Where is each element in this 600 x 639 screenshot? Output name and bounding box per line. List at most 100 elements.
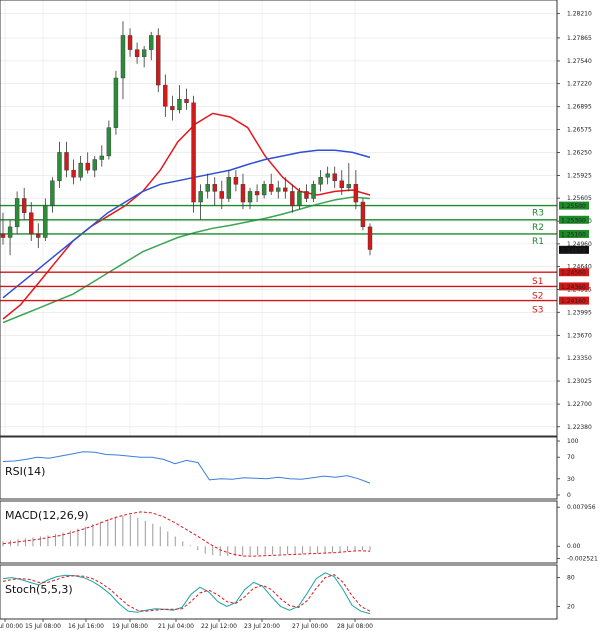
- price-tick-label: 1.27220: [567, 81, 592, 88]
- last-price-value: 1.24876: [561, 247, 586, 254]
- macd-signal-line: [2, 511, 371, 557]
- bullish-candle: [14, 198, 20, 228]
- time-tick-label: 15 Jul 08:00: [25, 623, 61, 630]
- rsi-tick-label: 30: [567, 476, 575, 483]
- bullish-candle: [325, 173, 330, 178]
- pivot-level-lines: [0, 204, 557, 302]
- bearish-candle: [85, 162, 90, 171]
- price-tick-label: 1.23670: [567, 332, 592, 339]
- stoch-panel-border: [0, 564, 558, 620]
- bullish-candle: [99, 155, 105, 160]
- price-panel-border: [0, 0, 558, 437]
- candlesticks: [0, 21, 373, 256]
- bearish-candle: [212, 184, 217, 192]
- stoch-k-line: [2, 572, 371, 615]
- moving-average-line: [2, 149, 371, 299]
- level-price-tag: [559, 229, 589, 238]
- bullish-candle: [318, 177, 323, 185]
- price-tick-label: 1.27540: [567, 58, 592, 65]
- bullish-candle: [50, 180, 55, 206]
- bearish-candle: [191, 102, 196, 203]
- moving-average-line: [2, 196, 371, 324]
- price-panel: 1.28210 1.27865 1.27540 1.27220 1.26895 1.265…: [0, 0, 592, 437]
- macd-label: MACD(12,26,9): [5, 509, 89, 522]
- bullish-candle: [177, 99, 182, 111]
- bullish-candle: [106, 127, 112, 157]
- bearish-candle: [240, 184, 246, 203]
- bullish-candle: [276, 187, 281, 192]
- bullish-candle: [120, 35, 126, 79]
- price-tick-label: 1.25925: [567, 172, 592, 179]
- price-tick-label: 1.28210: [567, 10, 592, 17]
- stoch-tick-label: 20: [567, 603, 575, 610]
- rsi-panel: 100 70 30 0 RSI(14): [0, 436, 579, 500]
- time-tick-label: 16 Jul 16:00: [68, 623, 104, 630]
- price-tick-label: 1.22700: [567, 401, 592, 408]
- bullish-candle: [92, 159, 97, 171]
- bearish-candle: [268, 184, 274, 192]
- rsi-tick-label: 0: [567, 492, 571, 499]
- support-label: S3: [532, 306, 543, 316]
- time-tick-label: 12 Jul 00:00: [0, 623, 23, 630]
- macd-panel-border: [0, 500, 558, 564]
- bearish-candle: [339, 180, 344, 189]
- macd-tick-label: -0.002521: [567, 556, 598, 563]
- time-tick-label: 19 Jul 08:00: [112, 623, 148, 630]
- bullish-candle: [57, 152, 62, 181]
- level-price-value: 1.25500: [561, 203, 586, 210]
- time-tick-label: 23 Jul 20:00: [244, 623, 280, 630]
- rsi-axis: 100 70 30 0: [557, 438, 579, 499]
- bearish-candle: [367, 226, 373, 250]
- stoch-d-line: [2, 574, 371, 612]
- bearish-candle: [254, 191, 260, 196]
- level-price-value: 1.24360: [561, 284, 586, 291]
- bearish-candle: [127, 35, 133, 50]
- bearish-candle: [219, 191, 224, 199]
- price-grid: [0, 0, 557, 436]
- price-tick-label: 1.25605: [567, 195, 592, 202]
- level-price-value: 1.24560: [561, 270, 586, 277]
- rsi-label: RSI(14): [5, 465, 45, 478]
- last-price-tag: 1.24876: [559, 245, 589, 254]
- bearish-candle: [36, 233, 41, 238]
- bearish-candle: [332, 173, 337, 181]
- resistance-label: R1: [532, 237, 544, 247]
- bullish-candle: [311, 184, 316, 199]
- rsi-line: [2, 451, 371, 484]
- level-price-tag: [559, 282, 589, 291]
- bearish-candle: [233, 177, 239, 185]
- macd-panel: 0.007956 0.00 -0.002521 MACD(12,26,9): [0, 500, 598, 564]
- bullish-candle: [226, 177, 232, 199]
- moving-averages: [2, 112, 371, 324]
- level-price-tag: [559, 296, 589, 305]
- bullish-candle: [141, 49, 147, 57]
- last-price-box: [559, 245, 589, 254]
- price-tick-label: 1.22380: [567, 424, 592, 431]
- bullish-candle: [43, 205, 48, 238]
- price-tick-label: 1.24960: [567, 241, 592, 248]
- price-tick-label: 1.26575: [567, 126, 592, 133]
- support-label: S1: [532, 277, 543, 287]
- stochastic-lines: [2, 572, 371, 615]
- price-tick-label: 1.24640: [567, 264, 592, 271]
- macd-axis: 0.007956 0.00 -0.002521: [557, 504, 598, 563]
- bullish-candle: [7, 226, 13, 238]
- level-price-value: 1.24160: [561, 298, 586, 305]
- support-label: S2: [532, 291, 543, 301]
- bullish-candle: [346, 184, 352, 189]
- stoch-panel: 80 20 Stoch(5,5,3): [0, 564, 575, 620]
- bullish-candle: [113, 77, 119, 128]
- bearish-candle: [29, 212, 34, 235]
- price-tick-label: 1.26895: [567, 104, 592, 111]
- macd-histogram-and-signal: [2, 511, 371, 557]
- pivot-level-tags: R3 1.25500 R2 1.25300 R1 1.25100 S1 1.24560 S2 1.…: [532, 201, 589, 316]
- bullish-candle: [205, 184, 210, 192]
- macd-tick-label: 0.007956: [567, 504, 596, 511]
- stoch-axis: 80 20: [557, 575, 575, 610]
- price-tick-label: 1.23350: [567, 355, 592, 362]
- price-tick-label: 1.23025: [567, 378, 592, 385]
- price-tick-label: 1.23995: [567, 309, 592, 316]
